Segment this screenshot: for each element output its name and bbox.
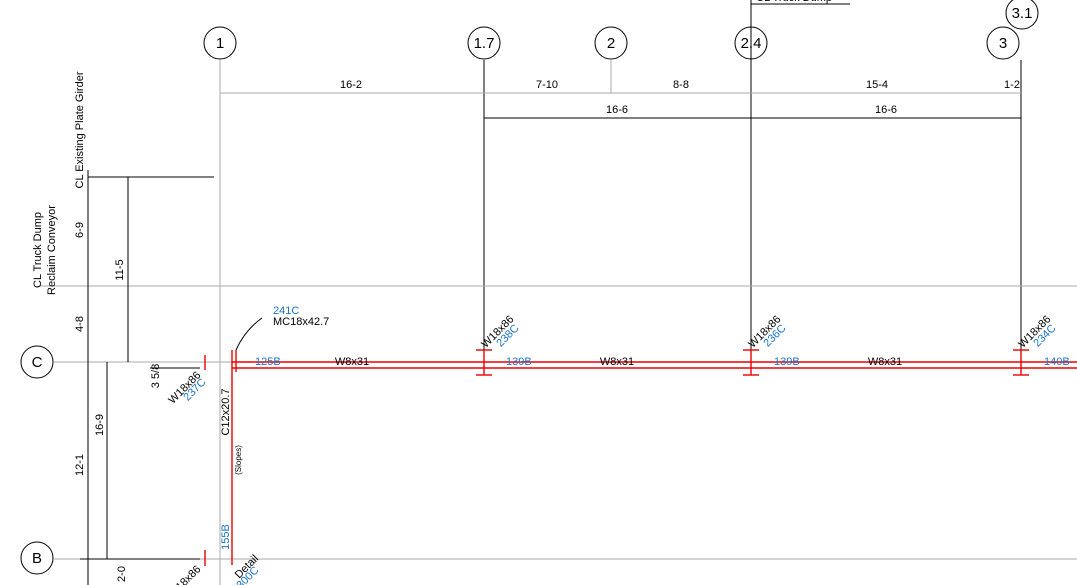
dim: 15-4 bbox=[866, 79, 888, 91]
section: MC18x42.7 bbox=[273, 316, 329, 328]
dim: 8-8 bbox=[673, 79, 689, 91]
labels: 1 1.7 2 2.4 3 3.1 C B CL Truck Dump 16-2… bbox=[32, 0, 1070, 585]
dim: 6-9 bbox=[74, 222, 86, 238]
bubble-label: 3 bbox=[999, 35, 1007, 52]
bubble-label: B bbox=[32, 550, 42, 567]
section: W18x86 bbox=[166, 563, 203, 585]
note: (Slopes) bbox=[234, 445, 243, 475]
dim: 1-2 bbox=[1004, 79, 1020, 91]
bubble-label: 1.7 bbox=[474, 35, 495, 52]
dim: 3 5/8 bbox=[150, 364, 162, 388]
mark: 140B bbox=[1044, 356, 1070, 368]
bubble-label: 3.1 bbox=[1012, 5, 1033, 22]
dim: 16-6 bbox=[606, 104, 628, 116]
ref-line: Reclaim Conveyor bbox=[46, 205, 58, 295]
mark: 241C bbox=[273, 305, 299, 317]
bubbles bbox=[20, 0, 1039, 575]
dim: 2-0 bbox=[116, 566, 128, 582]
dimension-lines bbox=[80, 92, 1021, 585]
mark: 125B bbox=[255, 356, 281, 368]
mark: 139B bbox=[506, 356, 532, 368]
steel-red bbox=[204, 349, 1077, 566]
dim: 16-2 bbox=[340, 79, 362, 91]
section: W8x31 bbox=[600, 356, 634, 368]
mark: 155B bbox=[220, 524, 232, 550]
section: C12x20.7 bbox=[220, 388, 232, 435]
grid-lines bbox=[40, 0, 1077, 585]
dim: 16-9 bbox=[94, 414, 106, 436]
leader bbox=[235, 317, 263, 351]
ref-line: CL Truck Dump bbox=[32, 212, 44, 288]
mark: 139B bbox=[774, 356, 800, 368]
section: W8x31 bbox=[868, 356, 902, 368]
bubble-label: 1 bbox=[216, 35, 224, 52]
bubble-label: C bbox=[32, 354, 43, 371]
bubble-label: 2 bbox=[607, 35, 615, 52]
note: CL Truck Dump bbox=[756, 0, 832, 4]
dim: 7-10 bbox=[536, 79, 558, 91]
dim: 4-8 bbox=[74, 316, 86, 332]
dim: 11-5 bbox=[114, 259, 126, 280]
dim: 16-6 bbox=[875, 104, 897, 116]
bubble-label: 2.4 bbox=[741, 35, 762, 52]
section: W8x31 bbox=[335, 356, 369, 368]
ref-line: CL Existing Plate Girder bbox=[74, 71, 86, 188]
dim: 12-1 bbox=[74, 454, 86, 476]
